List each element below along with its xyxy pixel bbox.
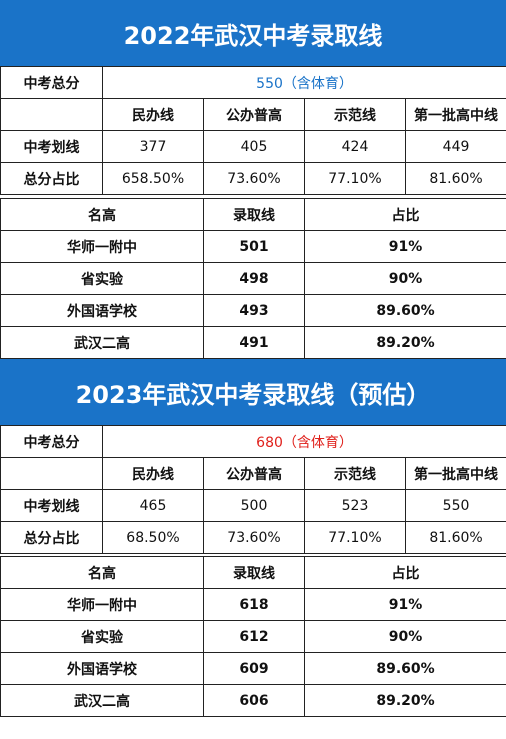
table-row: 省实验 612 90% bbox=[0, 620, 506, 653]
col-header: 民办线 bbox=[102, 457, 204, 490]
cell: 81.60% bbox=[404, 162, 506, 195]
col-header: 公办普高 bbox=[203, 98, 305, 131]
row-label: 总分占比 bbox=[0, 521, 103, 554]
school-table-2022: 名高 录取线 占比 华师一附中 501 91% 省实验 498 90% 外国语学… bbox=[0, 198, 506, 359]
cell: 77.10% bbox=[304, 162, 406, 195]
table-row: 中考划线 377 405 424 449 bbox=[0, 130, 506, 163]
table-row: 总分占比 68.50% 73.60% 77.10% 81.60% bbox=[0, 521, 506, 554]
col-header: 公办普高 bbox=[203, 457, 305, 490]
col-header: 第一批高中线 bbox=[404, 98, 506, 131]
table-row: 中考划线 465 500 523 550 bbox=[0, 489, 506, 522]
school-score: 501 bbox=[203, 230, 305, 263]
cell: 77.10% bbox=[304, 521, 406, 554]
school-score: 491 bbox=[203, 326, 305, 359]
school-name: 华师一附中 bbox=[0, 588, 204, 621]
cell: 449 bbox=[404, 130, 506, 163]
school-ratio: 89.60% bbox=[304, 652, 506, 685]
total-value: 550（含体育） bbox=[101, 66, 506, 99]
table-row: 华师一附中 501 91% bbox=[0, 230, 506, 263]
cell: 658.50% bbox=[102, 162, 204, 195]
school-name: 武汉二高 bbox=[0, 684, 204, 717]
col-header: 第一批高中线 bbox=[404, 457, 506, 490]
school-score: 606 bbox=[203, 684, 305, 717]
total-label: 中考总分 bbox=[0, 66, 103, 99]
col-header: 示范线 bbox=[304, 457, 406, 490]
school-table-2023: 名高 录取线 占比 华师一附中 618 91% 省实验 612 90% 外国语学… bbox=[0, 556, 506, 717]
col-header: 民办线 bbox=[102, 98, 204, 131]
total-value: 680（含体育） bbox=[101, 425, 506, 458]
col-header: 占比 bbox=[304, 198, 506, 231]
school-ratio: 91% bbox=[304, 588, 506, 621]
cell: 550 bbox=[404, 489, 506, 522]
school-ratio: 91% bbox=[304, 230, 506, 263]
empty-cell bbox=[0, 98, 103, 131]
school-score: 612 bbox=[203, 620, 305, 653]
table-row: 武汉二高 491 89.20% bbox=[0, 326, 506, 359]
section-title-2022: 2022年武汉中考录取线 bbox=[0, 0, 506, 66]
school-ratio: 89.20% bbox=[304, 326, 506, 359]
school-ratio: 89.60% bbox=[304, 294, 506, 327]
cell: 81.60% bbox=[404, 521, 506, 554]
section-title-2023: 2023年武汉中考录取线（预估） bbox=[0, 359, 506, 425]
school-name: 华师一附中 bbox=[0, 230, 204, 263]
school-ratio: 90% bbox=[304, 620, 506, 653]
total-label: 中考总分 bbox=[0, 425, 103, 458]
divider bbox=[0, 195, 506, 198]
cell: 500 bbox=[203, 489, 305, 522]
col-header: 录取线 bbox=[203, 198, 305, 231]
cell: 465 bbox=[102, 489, 204, 522]
col-header: 占比 bbox=[304, 556, 506, 589]
school-score: 498 bbox=[203, 262, 305, 295]
score-table-2022: 中考总分 550（含体育） 民办线 公办普高 示范线 第一批高中线 中考划线 3… bbox=[0, 66, 506, 195]
school-name: 武汉二高 bbox=[0, 326, 204, 359]
cell: 523 bbox=[304, 489, 406, 522]
empty-cell bbox=[0, 457, 103, 490]
school-name: 省实验 bbox=[0, 620, 204, 653]
row-label: 中考划线 bbox=[0, 489, 103, 522]
score-table-2023: 中考总分 680（含体育） 民办线 公办普高 示范线 第一批高中线 中考划线 4… bbox=[0, 425, 506, 554]
cell: 424 bbox=[304, 130, 406, 163]
table-row: 省实验 498 90% bbox=[0, 262, 506, 295]
col-header: 录取线 bbox=[203, 556, 305, 589]
col-header: 示范线 bbox=[304, 98, 406, 131]
table-row: 总分占比 658.50% 73.60% 77.10% 81.60% bbox=[0, 162, 506, 195]
school-name: 省实验 bbox=[0, 262, 204, 295]
cell: 377 bbox=[102, 130, 204, 163]
school-name: 外国语学校 bbox=[0, 294, 204, 327]
row-label: 总分占比 bbox=[0, 162, 103, 195]
cell: 68.50% bbox=[102, 521, 204, 554]
school-score: 493 bbox=[203, 294, 305, 327]
school-name: 外国语学校 bbox=[0, 652, 204, 685]
cell: 73.60% bbox=[203, 521, 305, 554]
school-score: 609 bbox=[203, 652, 305, 685]
school-ratio: 90% bbox=[304, 262, 506, 295]
table-row: 外国语学校 493 89.60% bbox=[0, 294, 506, 327]
cell: 405 bbox=[203, 130, 305, 163]
table-row: 外国语学校 609 89.60% bbox=[0, 652, 506, 685]
table-row: 武汉二高 606 89.20% bbox=[0, 684, 506, 717]
school-ratio: 89.20% bbox=[304, 684, 506, 717]
col-header: 名高 bbox=[0, 556, 204, 589]
row-label: 中考划线 bbox=[0, 130, 103, 163]
table-row: 华师一附中 618 91% bbox=[0, 588, 506, 621]
col-header: 名高 bbox=[0, 198, 204, 231]
school-score: 618 bbox=[203, 588, 305, 621]
divider bbox=[0, 554, 506, 556]
cell: 73.60% bbox=[203, 162, 305, 195]
